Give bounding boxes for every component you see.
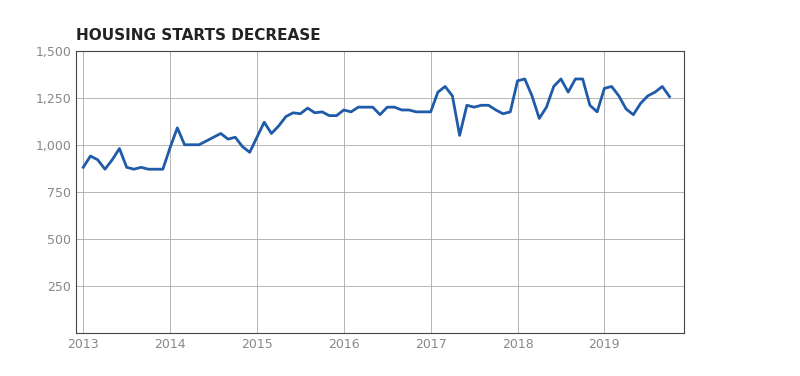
Text: 1.256: 1.256 <box>698 105 786 133</box>
Text: HOUSING STARTS DECREASE: HOUSING STARTS DECREASE <box>76 28 321 42</box>
Text: million: million <box>708 165 776 183</box>
